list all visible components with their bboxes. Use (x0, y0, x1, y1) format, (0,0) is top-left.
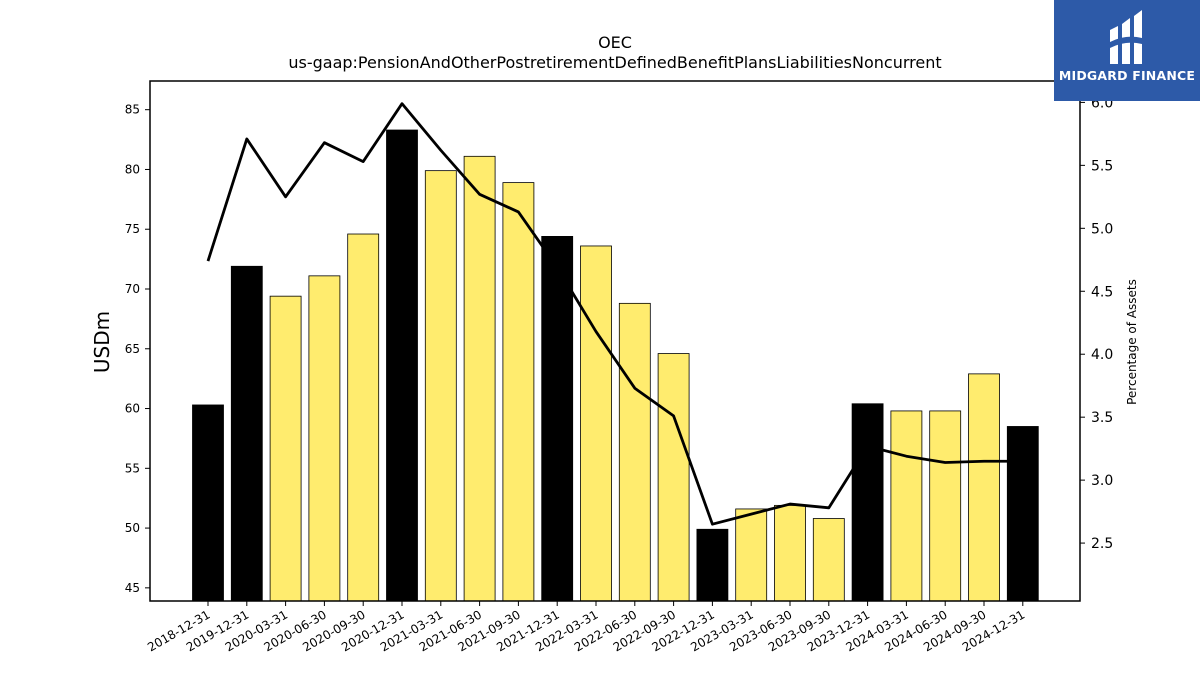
chart-subtitle: us-gaap:PensionAndOtherPostretirementDef… (288, 53, 941, 72)
y-tick-label: 70 (125, 282, 140, 296)
bar-series (192, 129, 1039, 602)
brand-logo: MIDGARD FINANCE (1054, 0, 1200, 101)
y2-tick-label: 5.5 (1091, 158, 1113, 174)
y-tick-label: 45 (125, 581, 140, 595)
y2-axis-ticks: 2.53.03.54.04.55.05.56.0 (1080, 95, 1113, 552)
bar-2024-12-31 (1006, 426, 1039, 602)
y-tick-label: 85 (125, 103, 140, 117)
bar-2020-03-31 (269, 295, 302, 602)
plot-frame (149, 80, 1081, 602)
y2-tick-label: 3.0 (1091, 473, 1113, 489)
bar-2020-12-31 (386, 129, 418, 602)
bar-2021-12-31 (541, 236, 574, 602)
bar-2022-09-30 (657, 353, 690, 602)
y-axis-ticks: 45 50 55 60 65 70 75 80 85 (125, 103, 150, 595)
bar-2019-12-31 (230, 265, 263, 602)
bar-2018-12-31 (192, 404, 224, 602)
bar-2023-06-30 (774, 504, 806, 602)
line-percentage-of-assets (206, 102, 1023, 526)
line-series (206, 102, 1023, 526)
y2-tick-label: 2.5 (1091, 536, 1113, 552)
y-tick-label: 75 (125, 222, 140, 236)
y2-tick-label: 4.5 (1091, 284, 1113, 300)
y2-tick-label: 3.5 (1091, 410, 1113, 426)
logo-text: MIDGARD FINANCE (1058, 68, 1196, 83)
bar-2020-06-30 (308, 275, 341, 602)
y-axis-label: USDm (90, 311, 114, 373)
bar-2024-09-30 (968, 373, 1000, 602)
bar-2024-06-30 (929, 410, 962, 602)
bar-2024-03-31 (890, 410, 923, 602)
y-tick-label: 50 (125, 521, 140, 535)
bar-2020-09-30 (347, 233, 380, 602)
y2-tick-label: 5.0 (1091, 221, 1113, 237)
x-axis-ticks: 2018-12-312019-12-312020-03-312020-06-30… (145, 601, 1027, 654)
y-tick-label: 55 (125, 461, 140, 475)
y2-tick-label: 4.0 (1091, 347, 1113, 363)
y2-axis-label: Percentage of Assets (1125, 279, 1139, 405)
bar-2022-06-30 (618, 302, 651, 602)
bar-2023-12-31 (851, 403, 884, 602)
bar-2021-06-30 (463, 155, 496, 602)
chart-title: OEC (598, 33, 632, 52)
bar-2021-03-31 (424, 170, 457, 602)
bar-2021-09-30 (502, 182, 535, 602)
y-tick-label: 60 (125, 402, 140, 416)
y-tick-label: 65 (125, 342, 140, 356)
logo-mark-icon (1110, 10, 1142, 64)
bar-2023-09-30 (812, 518, 845, 602)
bar-2023-03-31 (735, 508, 768, 602)
bar-2022-03-31 (580, 245, 612, 602)
bar-2022-12-31 (696, 528, 729, 602)
y-tick-label: 80 (125, 162, 140, 176)
